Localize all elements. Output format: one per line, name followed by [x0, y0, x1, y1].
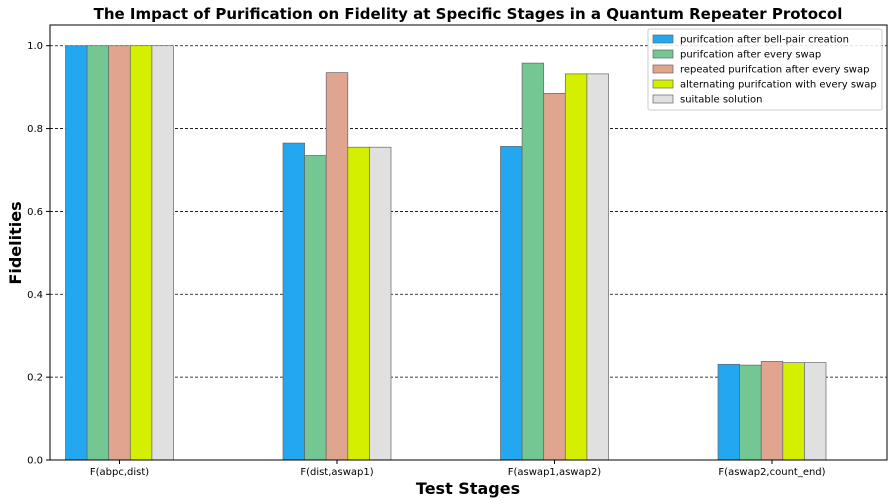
bar	[108, 45, 131, 461]
bar	[325, 72, 349, 461]
y-axis-label: Fidelities	[6, 201, 25, 284]
bar	[564, 73, 588, 461]
x-axis-label: Test Stages	[416, 479, 520, 498]
legend: purifcation after bell-pair creation puri…	[647, 28, 883, 111]
bar	[151, 45, 174, 461]
chart-title: The Impact of Purification on Fidelity a…	[94, 5, 843, 23]
bar	[782, 362, 805, 461]
bar	[65, 45, 88, 461]
bar	[347, 146, 370, 461]
y-tick-label: 0.0	[27, 456, 43, 467]
x-tick-label: F(aswap2,count_end)	[718, 467, 825, 478]
plot-frame	[49, 24, 888, 461]
x-tick-label: F(aswap1,aswap2)	[508, 467, 602, 478]
y-tick-label: 0.4	[27, 290, 43, 301]
legend-box	[647, 28, 883, 111]
legend-label: alternating purifcation with every swap	[680, 80, 877, 91]
legend-swatch	[652, 79, 674, 89]
bar	[304, 155, 327, 461]
bar	[804, 362, 827, 461]
y-axis-ticks: 0.0 0.2 0.4 0.6 0.8 1.0	[27, 41, 50, 467]
legend-label: purifcation after every swap	[680, 50, 821, 61]
bar	[500, 146, 523, 461]
bar	[717, 363, 740, 461]
bar	[739, 364, 762, 461]
bar	[86, 45, 110, 461]
legend-label: suitable solution	[680, 95, 762, 106]
y-tick-label: 0.2	[27, 373, 43, 384]
y-tick-label: 0.6	[27, 207, 43, 218]
x-tick-label: F(dist,aswap1)	[300, 467, 373, 478]
legend-label: repeated purifcation after every swap	[680, 65, 869, 76]
legend-label: purifcation after bell-pair creation	[680, 35, 849, 46]
x-tick-label: F(abpc,dist)	[90, 467, 149, 478]
bar	[543, 93, 566, 461]
legend-swatch	[652, 49, 674, 59]
bar	[282, 142, 305, 461]
y-tick-label: 1.0	[27, 41, 43, 52]
bar	[521, 62, 545, 461]
bar	[129, 45, 153, 461]
legend-swatch	[652, 94, 674, 104]
legend-swatch	[652, 64, 674, 74]
bars	[65, 45, 827, 461]
bar	[369, 146, 392, 461]
legend-swatch	[652, 34, 674, 44]
bar	[760, 361, 784, 461]
bar	[586, 73, 609, 461]
y-tick-label: 0.8	[27, 124, 43, 135]
x-axis-ticks: F(abpc,dist) F(dist,aswap1) F(aswap1,aswap…	[90, 460, 826, 478]
